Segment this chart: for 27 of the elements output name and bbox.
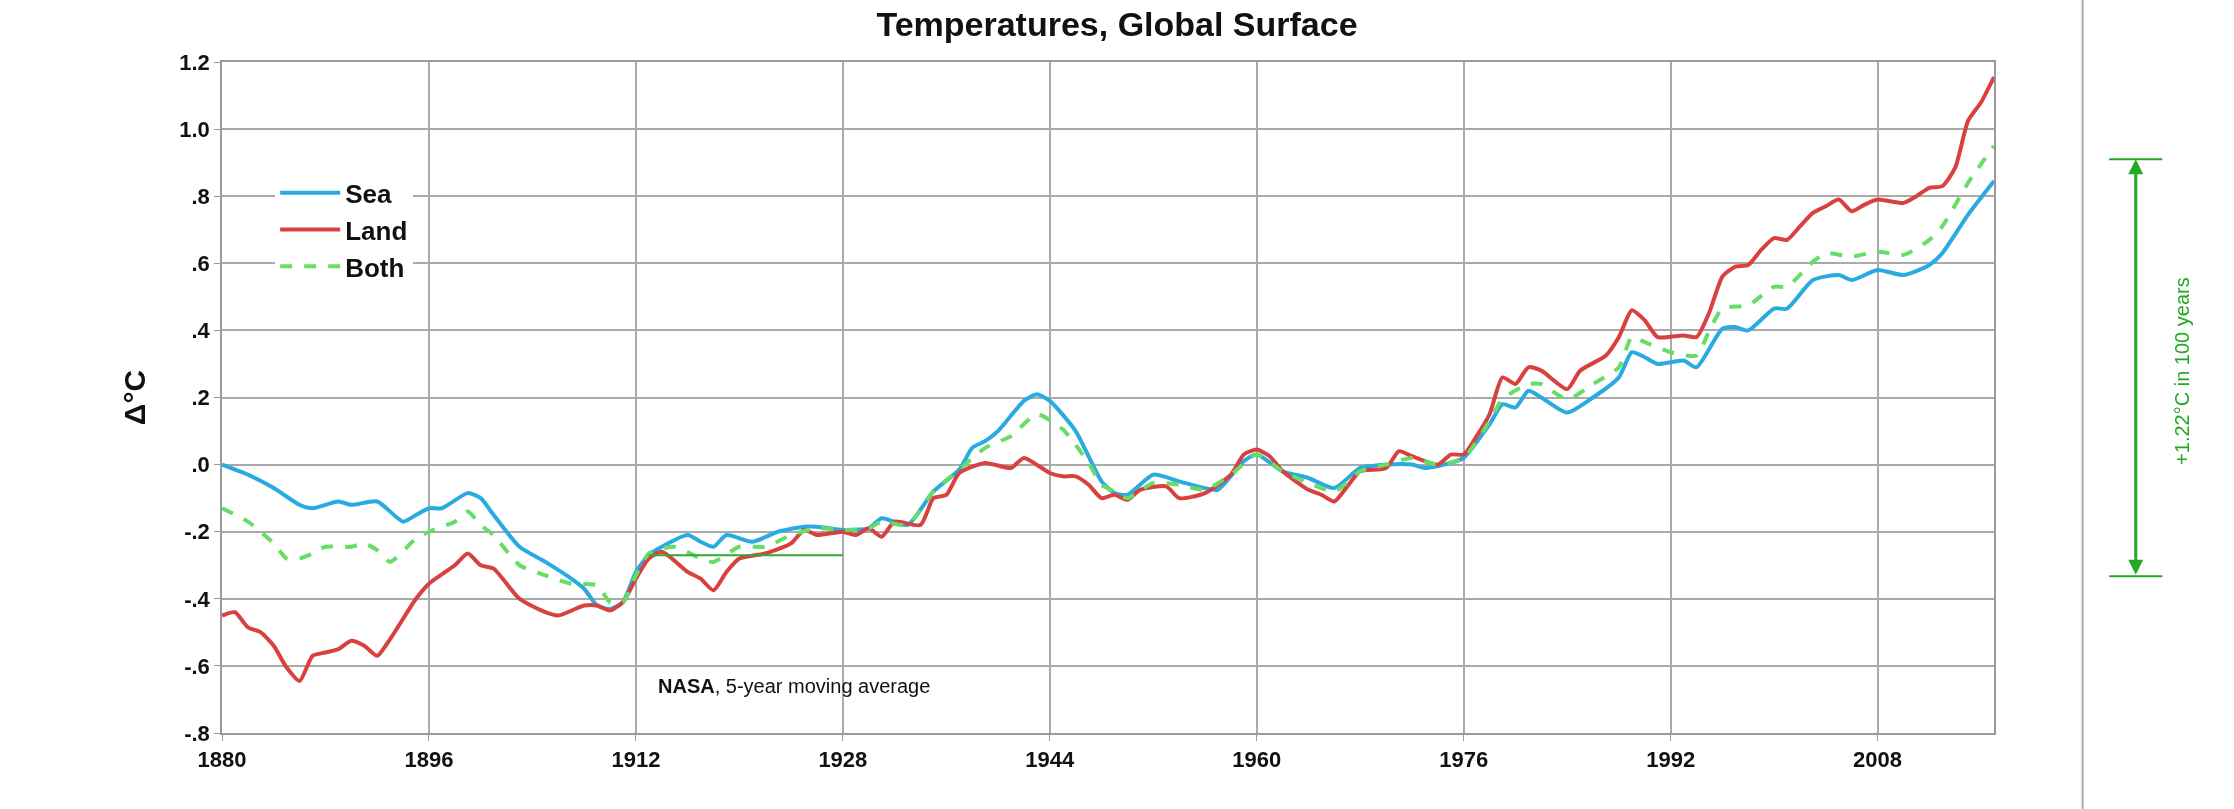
y-tick-label: 1.2 — [179, 49, 210, 75]
legend-label: Sea — [345, 178, 392, 209]
y-tick-label: -.8 — [184, 720, 210, 746]
annotation: NASA, 5-year moving average — [658, 675, 931, 697]
y-axis-title: Δ°C — [117, 369, 151, 426]
x-tick-label: 1912 — [611, 747, 661, 773]
x-tick-label: 1960 — [1232, 747, 1282, 773]
y-tick-label: .6 — [191, 251, 210, 276]
legend-label: Land — [345, 215, 408, 246]
x-tick-label: 1992 — [1646, 747, 1696, 773]
y-tick-label: -.4 — [184, 586, 211, 612]
chart-title: Temperatures, Global Surface — [876, 4, 1358, 43]
x-tick-label: 1880 — [197, 747, 247, 773]
text: +1.22°C in 100 years — [2170, 277, 2193, 465]
x-tick-label: 1976 — [1439, 747, 1489, 773]
y-tick-label: .2 — [191, 385, 210, 411]
y-tick-label: -.2 — [184, 519, 210, 545]
legend-label: Both — [345, 252, 405, 283]
y-tick-label: -.6 — [184, 653, 210, 679]
x-tick-label: 1944 — [1025, 747, 1076, 773]
x-tick-label: 1928 — [818, 747, 868, 773]
y-tick-label: .8 — [191, 183, 210, 209]
y-tick-label: .4 — [191, 318, 211, 344]
x-tick-label: 2008 — [1853, 747, 1903, 773]
y-tick-label: .0 — [191, 452, 210, 478]
x-tick-label: 1896 — [404, 747, 454, 773]
y-tick-label: 1.0 — [179, 116, 210, 142]
